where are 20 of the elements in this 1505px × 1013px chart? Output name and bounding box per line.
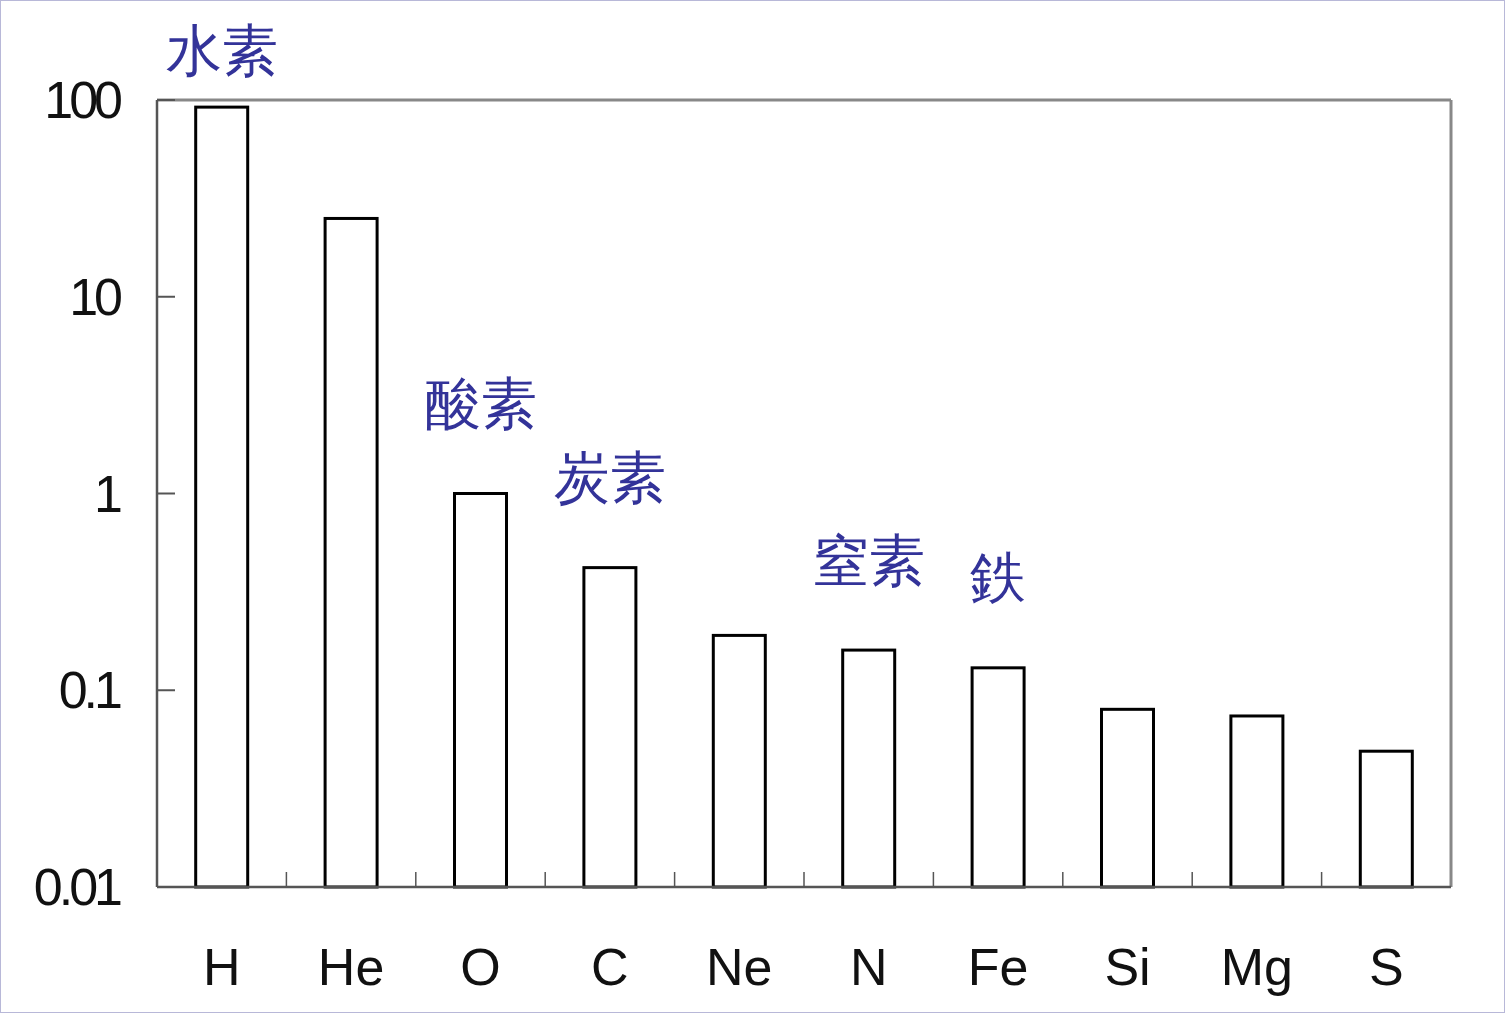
y-tick-label: 10: [69, 267, 122, 326]
annotation: 鉄: [970, 545, 1027, 611]
x-tick-label: C: [591, 938, 629, 996]
annotation: 窒素: [812, 527, 925, 593]
x-tick-label: O: [460, 938, 501, 996]
annotation: 炭素: [553, 445, 666, 511]
x-tick-label: H: [202, 938, 241, 996]
x-tick-label: Mg: [1220, 938, 1294, 996]
y-tick-label: 0.1: [58, 661, 122, 720]
y-tick-label: 1: [94, 464, 122, 523]
x-tick-label: S: [1368, 938, 1404, 996]
annotation: 酸素: [424, 371, 537, 436]
x-tick-label: Si: [1104, 938, 1151, 996]
annotation: 水素: [165, 17, 278, 83]
x-tick-label: Fe: [967, 938, 1029, 996]
x-tick-label: Ne: [706, 938, 773, 996]
y-tick-label: 0.01: [33, 858, 122, 916]
y-tick-label: 100: [44, 71, 122, 129]
x-tick-label: N: [849, 938, 888, 996]
x-tick-label: He: [317, 938, 385, 996]
